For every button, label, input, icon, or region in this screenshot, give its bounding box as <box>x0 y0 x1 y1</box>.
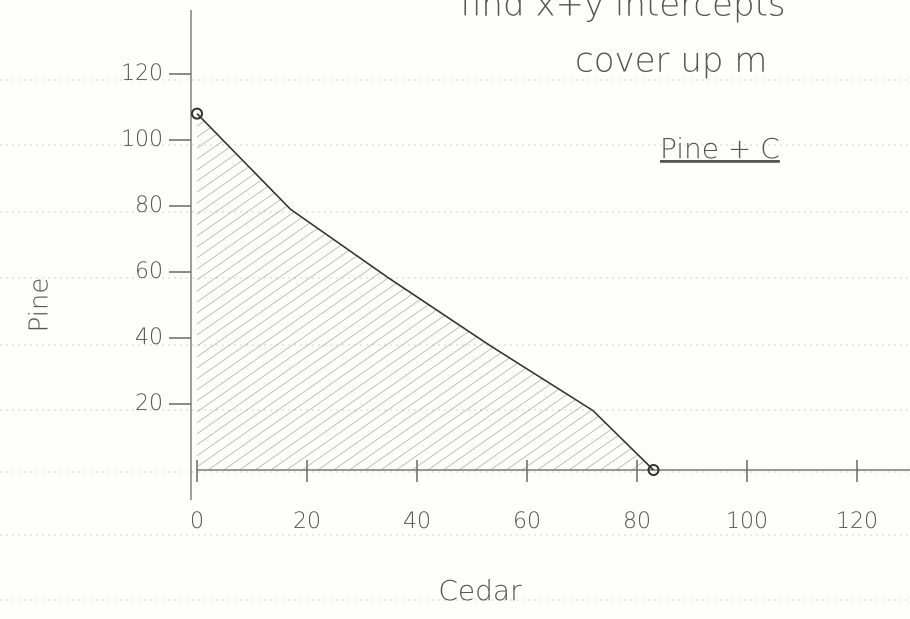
x-tick-label: 80 <box>623 509 651 534</box>
y-tick-label: 100 <box>121 127 163 152</box>
paper-rules <box>0 79 910 601</box>
x-tick-label: 120 <box>836 509 878 534</box>
y-axis-label: Pine <box>25 278 55 333</box>
x-tick-label: 100 <box>726 509 768 534</box>
x-tick-label: 40 <box>403 509 431 534</box>
annotation: find x+y intercepts <box>460 0 786 25</box>
y-tick-label: 80 <box>135 193 163 218</box>
intercept-point <box>191 107 203 120</box>
shaded-region <box>197 113 654 470</box>
y-tick-label: 60 <box>135 259 163 284</box>
y-tick-label: 120 <box>121 61 163 86</box>
constraint-line <box>196 113 655 471</box>
x-tick-label: 0 <box>190 509 204 534</box>
x-axis-label: Cedar <box>438 574 522 607</box>
y-tick-label: 40 <box>135 325 163 350</box>
x-tick-label: 60 <box>513 509 541 534</box>
intercept-point <box>647 464 660 476</box>
annotation: Pine + C <box>660 132 780 165</box>
y-tick-label: 20 <box>135 391 163 416</box>
annotation: cover up m <box>575 41 767 81</box>
x-tick-label: 20 <box>293 509 321 534</box>
